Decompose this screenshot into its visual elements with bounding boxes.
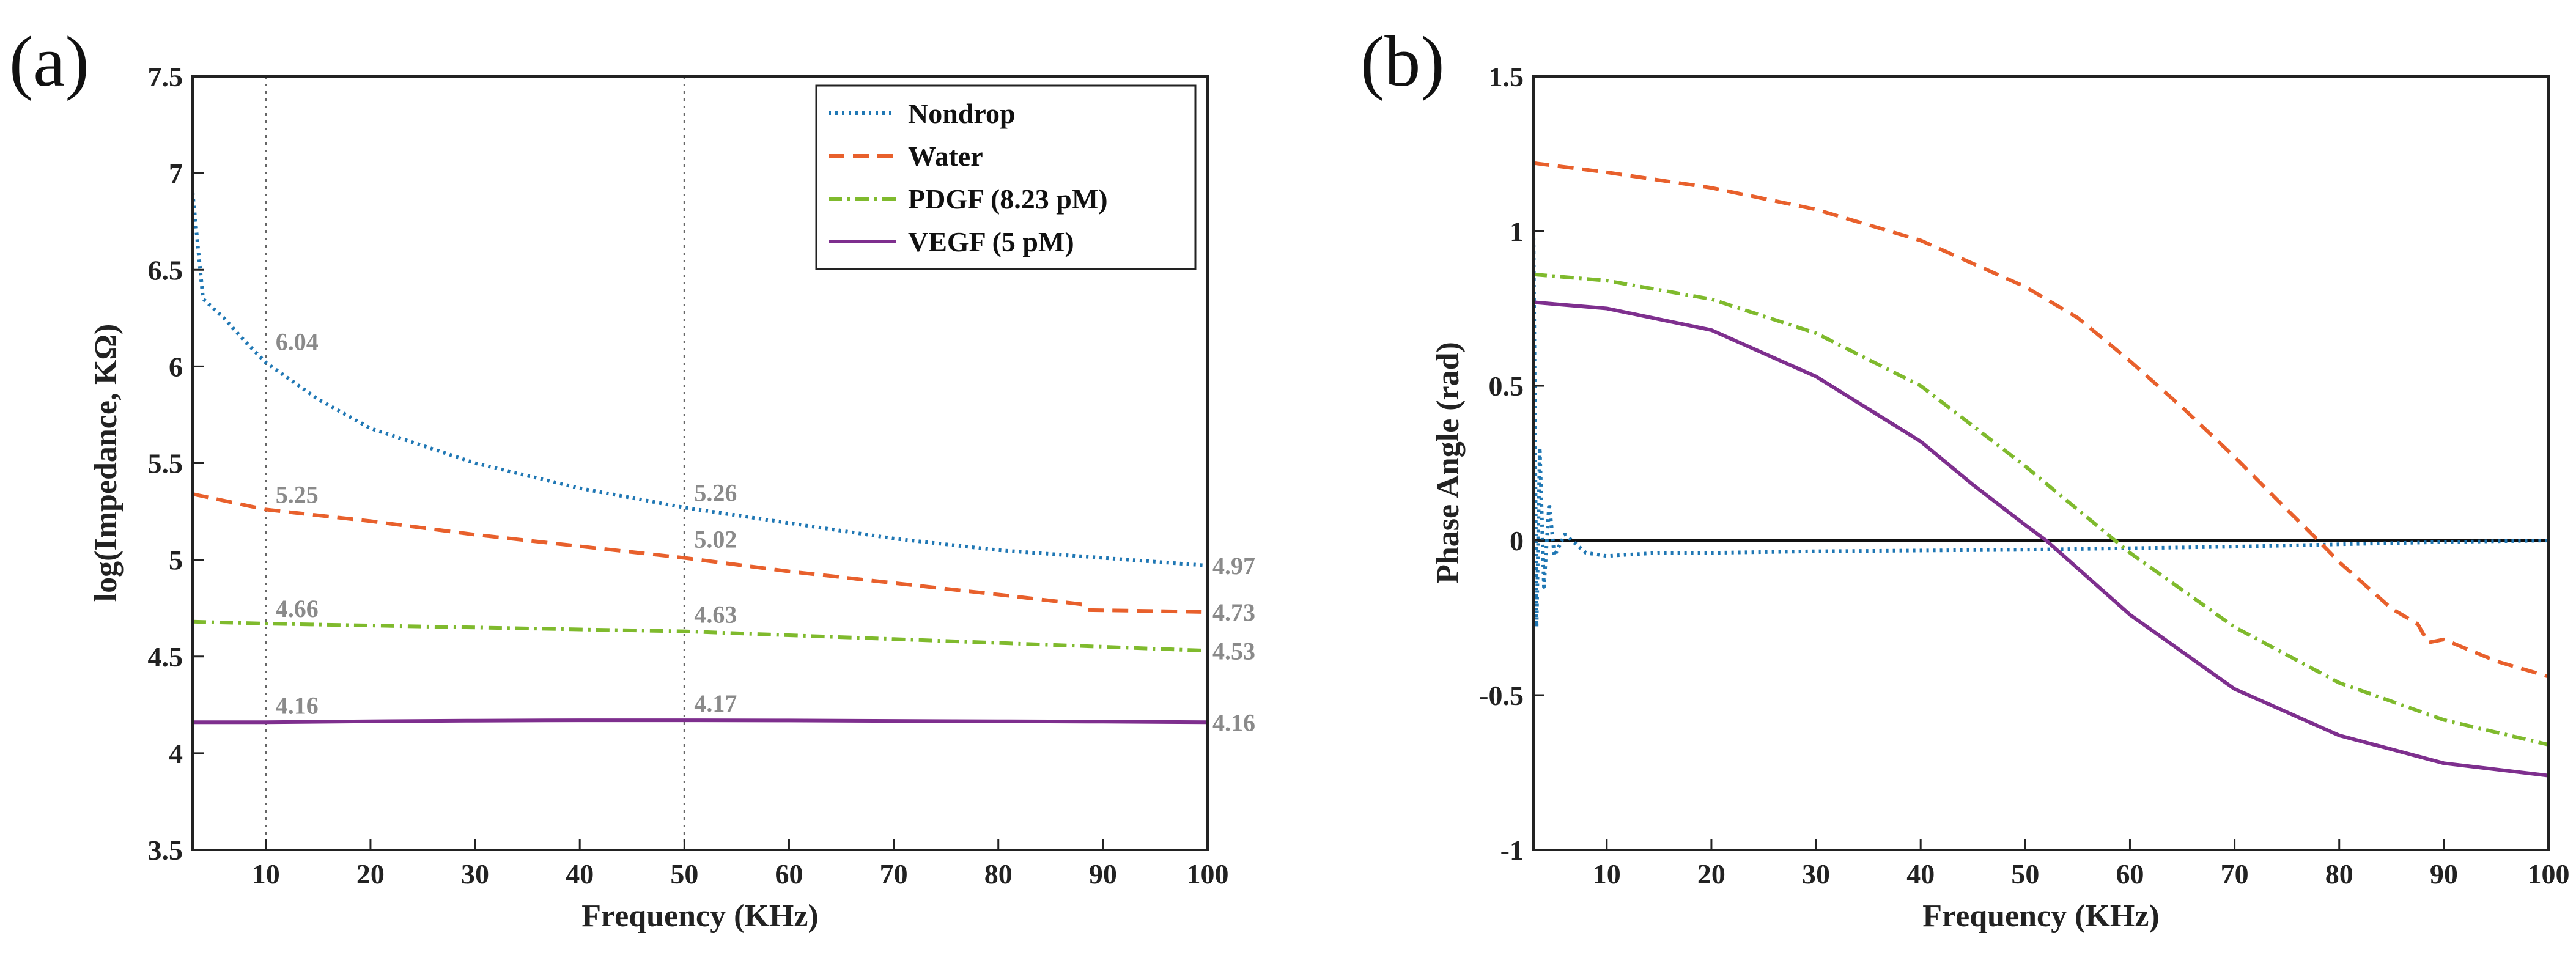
x-tick-label: 20 <box>356 858 385 890</box>
panel-a-x-label: Frequency (KHz) <box>581 899 819 934</box>
x-tick-label: 90 <box>1089 858 1117 890</box>
x-tick-label: 100 <box>1187 858 1229 890</box>
panel-a-label: (a) <box>9 21 89 101</box>
data-label: 4.53 <box>1212 637 1255 665</box>
y-tick-label: 4 <box>169 738 183 769</box>
series-line-nondrop <box>191 192 1208 568</box>
y-tick-label: -1 <box>1500 835 1524 866</box>
panel-a-y-label: log(Impedance, KΩ) <box>89 324 124 602</box>
data-label: 5.26 <box>694 479 737 506</box>
panel-b: (b) 10 20 30 40 50 60 70 80 90 100 -1 -0.5 0 0.5 1 1.5… <box>1360 21 2570 934</box>
series-line-water <box>192 492 1208 614</box>
legend-entry: VEGF (5 pM) <box>908 226 1074 257</box>
legend: Nondrop Water PDGF (8.23 pM) VEGF (5 pM) <box>815 84 1197 270</box>
legend-entry: PDGF (8.23 pM) <box>908 183 1108 215</box>
data-label: 4.16 <box>1212 709 1255 736</box>
data-label: 4.17 <box>694 690 737 717</box>
data-label: 4.73 <box>1212 599 1255 626</box>
y-tick-label: 5 <box>169 545 183 576</box>
x-tick-label: 30 <box>1802 858 1830 890</box>
y-tick-label: 3.5 <box>148 835 183 866</box>
y-tick-label: 7 <box>169 158 183 189</box>
data-label: 4.97 <box>1212 552 1255 580</box>
panel-b-x-label: Frequency (KHz) <box>1922 899 2160 934</box>
x-tick-label: 20 <box>1697 858 1725 890</box>
panel-a: (a) 6.04 5.25 4.66 4.16 5.26 5.02 4.63 4.17 4.97… <box>9 21 1255 934</box>
y-tick-label: 7.5 <box>148 61 183 92</box>
x-tick-label: 10 <box>252 858 280 890</box>
x-tick-label: 80 <box>984 858 1013 890</box>
data-label: 4.16 <box>276 691 319 719</box>
x-tick-label: 70 <box>2221 858 2249 890</box>
series-line-vegf <box>1533 300 2549 778</box>
y-tick-label: 5.5 <box>148 448 183 479</box>
x-tick-label: 10 <box>1593 858 1621 890</box>
data-label: 4.66 <box>276 595 319 622</box>
y-tick-label: 1 <box>1510 216 1524 247</box>
x-tick-label: 30 <box>461 858 489 890</box>
series-line-pdgf <box>192 619 1208 653</box>
y-tick-label: 0 <box>1510 525 1524 556</box>
series-line-pdgf <box>1533 272 2549 747</box>
x-tick-label: 100 <box>2528 858 2570 890</box>
x-tick-label: 80 <box>2325 858 2353 890</box>
x-tick-label: 90 <box>2430 858 2458 890</box>
data-label: 5.25 <box>276 481 319 509</box>
series-line-water <box>1533 161 2549 679</box>
legend-entry: Nondrop <box>908 98 1016 129</box>
panel-b-y-label: Phase Angle (rad) <box>1431 342 1466 584</box>
series-line-nondrop <box>1532 230 2549 629</box>
data-label: 5.02 <box>694 525 737 553</box>
data-label: 4.63 <box>694 601 737 629</box>
legend-box <box>815 84 1197 270</box>
y-tick-label: -0.5 <box>1479 680 1524 711</box>
x-tick-label: 40 <box>1906 858 1935 890</box>
x-tick-label: 70 <box>880 858 908 890</box>
legend-entry: Water <box>908 141 983 172</box>
y-tick-label: 4.5 <box>148 641 183 673</box>
y-tick-label: 6.5 <box>148 254 183 286</box>
panel-b-axes-frame <box>1532 75 2550 851</box>
x-tick-label: 60 <box>2116 858 2144 890</box>
y-tick-label: 6 <box>169 351 183 382</box>
x-tick-label: 50 <box>670 858 698 890</box>
x-tick-label: 40 <box>566 858 594 890</box>
x-tick-label: 50 <box>2011 858 2039 890</box>
series-line-vegf <box>193 718 1208 725</box>
y-tick-label: 0.5 <box>1489 371 1524 402</box>
panel-b-label: (b) <box>1360 21 1445 101</box>
data-label: 6.04 <box>276 328 319 356</box>
x-tick-label: 60 <box>775 858 803 890</box>
y-tick-label: 1.5 <box>1489 61 1524 92</box>
